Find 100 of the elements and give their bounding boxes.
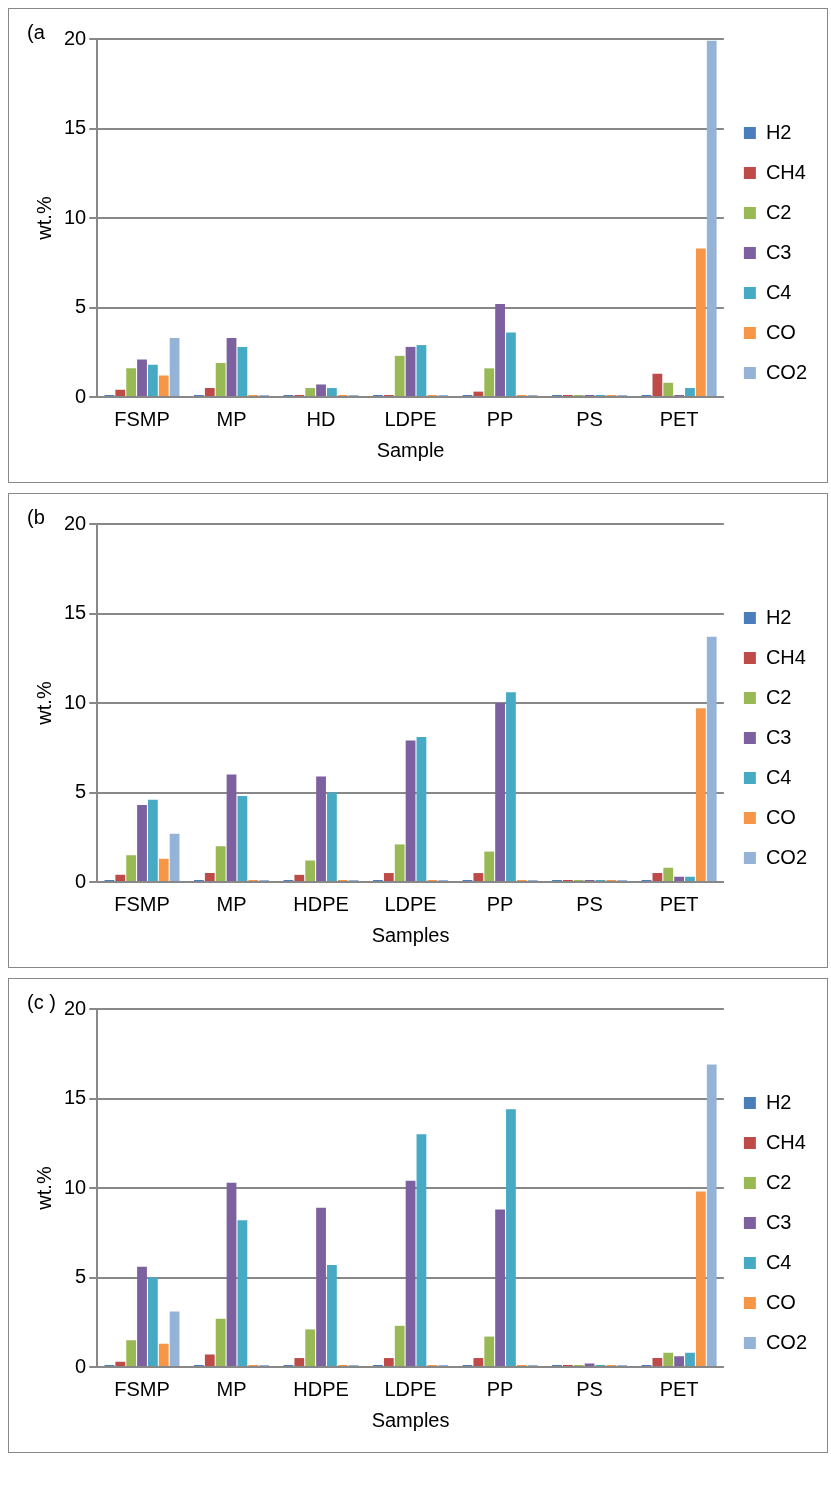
- bar: [327, 792, 337, 881]
- x-tick-label: PS: [576, 407, 603, 430]
- legend-label: CH4: [765, 645, 806, 668]
- x-axis-title: Sample: [376, 438, 445, 461]
- x-axis-title: Samples: [371, 1408, 450, 1431]
- legend-label: H2: [765, 1090, 792, 1113]
- x-axis-title: Samples: [371, 923, 450, 946]
- text: (a: [27, 20, 46, 43]
- legend-label: CH4: [765, 160, 806, 183]
- x-tick-label: LDPE: [384, 1377, 437, 1400]
- x-tick-label: MP: [216, 1377, 247, 1400]
- bar: [147, 1277, 158, 1366]
- y-tick-label: 5: [75, 1265, 87, 1288]
- legend-label: C4: [765, 280, 792, 303]
- bar: [204, 388, 215, 396]
- bar: [115, 874, 126, 881]
- bar: [169, 1311, 180, 1366]
- x-tick-label: FSMP: [114, 407, 170, 430]
- x-tick-label: FSMP: [114, 1377, 170, 1400]
- x-tick-label: PET: [659, 1377, 699, 1400]
- bar: [147, 364, 158, 396]
- y-tick-label: 15: [64, 601, 87, 624]
- bar: [237, 1220, 248, 1366]
- bar: [147, 799, 158, 881]
- y-tick-label: 20: [64, 511, 87, 534]
- bar: [305, 1329, 316, 1366]
- bar: [473, 873, 484, 881]
- bar: [674, 1356, 685, 1366]
- bar: [126, 1340, 137, 1366]
- x-tick-label: LDPE: [384, 407, 437, 430]
- bar: [685, 1352, 695, 1366]
- y-tick-label: 15: [64, 116, 87, 139]
- bar: [305, 388, 316, 396]
- y-tick-label: 0: [75, 1354, 87, 1377]
- bar: [506, 332, 516, 396]
- bar: [215, 1318, 226, 1366]
- bar: [215, 846, 226, 881]
- bar: [706, 1064, 717, 1366]
- bar: [706, 636, 717, 881]
- y-tick-label: 0: [75, 384, 87, 407]
- bar: [663, 382, 674, 396]
- bar: [674, 876, 685, 881]
- bar: [652, 373, 663, 396]
- bar: [405, 740, 416, 881]
- bar: [169, 833, 180, 881]
- y-tick-label: 0: [75, 869, 87, 892]
- legend-label: C2: [765, 200, 792, 223]
- bar: [484, 1336, 495, 1366]
- x-tick-label: PS: [576, 892, 603, 915]
- y-tick-label: 10: [64, 205, 87, 228]
- y-tick-label: 10: [64, 1175, 87, 1198]
- bar: [294, 1358, 305, 1366]
- x-tick-label: MP: [216, 892, 247, 915]
- bar: [305, 860, 316, 881]
- bar: [394, 1325, 405, 1366]
- bar: [316, 1207, 326, 1366]
- x-tick-label: PET: [659, 892, 699, 915]
- x-tick-label: FSMP: [114, 892, 170, 915]
- bar: [394, 355, 405, 396]
- legend-label: C2: [765, 1170, 792, 1193]
- legend-label: C4: [765, 765, 792, 788]
- y-tick-label: 15: [64, 1086, 87, 1109]
- bar: [495, 303, 505, 396]
- bar: [226, 1182, 237, 1366]
- bar: [652, 1358, 663, 1366]
- y-tick-label: 5: [75, 295, 87, 318]
- bar: [495, 1209, 505, 1366]
- x-tick-label: PP: [486, 407, 514, 430]
- bar: [137, 1266, 147, 1366]
- bar: [327, 1264, 337, 1366]
- x-tick-label: MP: [216, 407, 247, 430]
- text: (b: [27, 505, 45, 528]
- bar: [137, 359, 147, 396]
- bar: [685, 876, 695, 881]
- bar: [695, 708, 706, 881]
- bar: [215, 362, 226, 396]
- legend-label: H2: [765, 120, 792, 143]
- bar: [237, 796, 248, 881]
- bar: [506, 1109, 516, 1366]
- bar: [237, 346, 248, 396]
- bar: [204, 1354, 215, 1366]
- bar: [695, 1191, 706, 1366]
- y-tick-label: 5: [75, 780, 87, 803]
- bar: [416, 737, 427, 881]
- bar: [652, 873, 663, 881]
- bar: [126, 855, 137, 881]
- bar: [416, 1134, 427, 1366]
- text: (c ): [27, 990, 56, 1013]
- legend-label: C3: [765, 240, 792, 263]
- legend-label: CO2: [765, 1330, 807, 1353]
- bar: [169, 337, 180, 396]
- legend-label: CO: [765, 320, 796, 343]
- bar: [473, 1358, 484, 1366]
- legend-label: CO: [765, 1290, 796, 1313]
- x-tick-label: HDPE: [293, 892, 349, 915]
- legend-label: H2: [765, 605, 792, 628]
- bar: [685, 388, 695, 396]
- bar: [663, 867, 674, 881]
- bar: [383, 1358, 394, 1366]
- bar: [663, 1352, 674, 1366]
